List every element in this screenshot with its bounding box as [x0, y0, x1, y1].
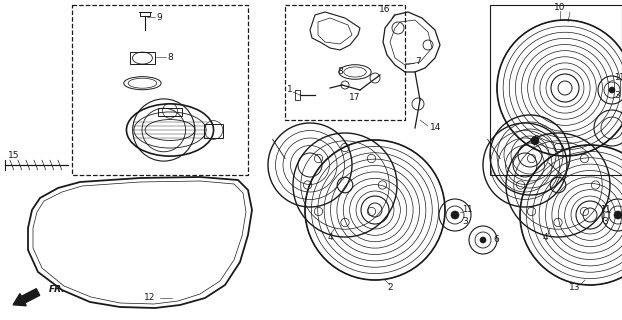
Bar: [157, 108, 182, 116]
Text: 17: 17: [349, 93, 361, 102]
Text: 8: 8: [337, 68, 343, 76]
Bar: [490, 5, 622, 175]
Text: 10: 10: [554, 4, 566, 12]
Circle shape: [614, 211, 622, 219]
Text: 3: 3: [462, 218, 468, 227]
Text: 15: 15: [8, 150, 19, 159]
Text: 7: 7: [415, 58, 420, 67]
Text: 12: 12: [144, 293, 156, 302]
Text: 9: 9: [156, 13, 162, 22]
Text: 13: 13: [569, 284, 581, 292]
Text: 11: 11: [614, 74, 622, 83]
Bar: [72, 5, 248, 175]
Text: 11: 11: [462, 205, 473, 214]
Text: 1: 1: [287, 85, 293, 94]
Text: 5: 5: [533, 135, 539, 145]
Text: 3: 3: [602, 218, 608, 227]
Circle shape: [451, 211, 459, 219]
Text: 11: 11: [600, 205, 610, 214]
Text: 4: 4: [542, 234, 548, 243]
Bar: [295, 90, 300, 100]
Bar: [204, 124, 223, 138]
Text: 16: 16: [379, 5, 391, 14]
Text: 8: 8: [167, 52, 173, 62]
Bar: [285, 5, 405, 120]
Text: 2: 2: [387, 284, 393, 292]
Circle shape: [480, 237, 486, 243]
Circle shape: [609, 87, 615, 93]
Text: 4: 4: [327, 234, 333, 243]
Text: 6: 6: [493, 236, 499, 244]
Bar: [140, 12, 150, 16]
FancyArrow shape: [13, 289, 40, 306]
Text: 14: 14: [430, 124, 442, 132]
Circle shape: [531, 137, 539, 145]
Text: 3: 3: [614, 91, 620, 100]
Bar: [130, 52, 155, 64]
Text: FR.: FR.: [49, 285, 66, 294]
